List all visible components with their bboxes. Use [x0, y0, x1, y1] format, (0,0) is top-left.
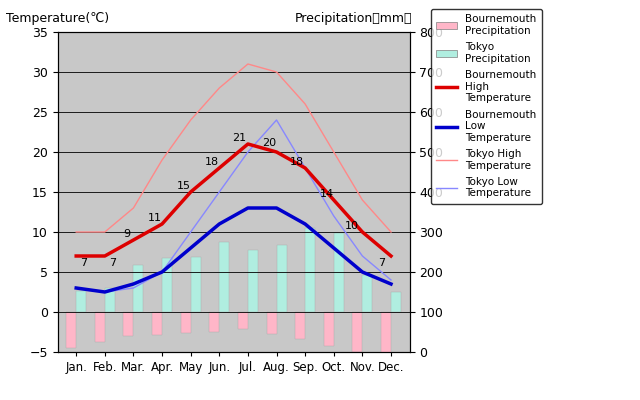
- Bar: [391, 292, 401, 312]
- Bar: [324, 312, 334, 346]
- Bar: [238, 312, 248, 329]
- Bar: [152, 312, 162, 335]
- Bar: [305, 228, 315, 312]
- Bar: [162, 258, 172, 312]
- Bar: [180, 312, 191, 333]
- Bar: [124, 312, 133, 336]
- Bar: [266, 312, 276, 334]
- Text: 7: 7: [109, 258, 116, 268]
- Text: 7: 7: [81, 258, 88, 268]
- Bar: [133, 265, 143, 312]
- Bar: [191, 257, 201, 312]
- Text: 9: 9: [124, 229, 131, 239]
- Text: 10: 10: [345, 221, 359, 231]
- Bar: [362, 275, 372, 312]
- Bar: [381, 312, 391, 354]
- Text: Precipitation（mm）: Precipitation（mm）: [294, 12, 412, 25]
- Text: 18: 18: [289, 157, 303, 167]
- Text: 20: 20: [262, 138, 276, 148]
- Bar: [95, 312, 105, 342]
- Bar: [353, 312, 362, 352]
- Bar: [105, 288, 115, 312]
- Text: Temperature(℃): Temperature(℃): [6, 12, 109, 25]
- Text: 21: 21: [232, 133, 246, 143]
- Text: 7: 7: [378, 258, 385, 268]
- Bar: [209, 312, 220, 332]
- Bar: [66, 312, 76, 348]
- Bar: [220, 242, 229, 312]
- Bar: [248, 250, 258, 312]
- Text: 15: 15: [177, 181, 190, 191]
- Text: 18: 18: [205, 157, 219, 167]
- Bar: [334, 233, 344, 312]
- Text: 11: 11: [148, 213, 162, 223]
- Bar: [295, 312, 305, 339]
- Text: 14: 14: [319, 189, 333, 199]
- Bar: [276, 245, 287, 312]
- Bar: [76, 291, 86, 312]
- Legend: Bournemouth
Precipitation, Tokyo
Precipitation, Bournemouth
High
Temperature, Bo: Bournemouth Precipitation, Tokyo Precipi…: [431, 9, 541, 204]
